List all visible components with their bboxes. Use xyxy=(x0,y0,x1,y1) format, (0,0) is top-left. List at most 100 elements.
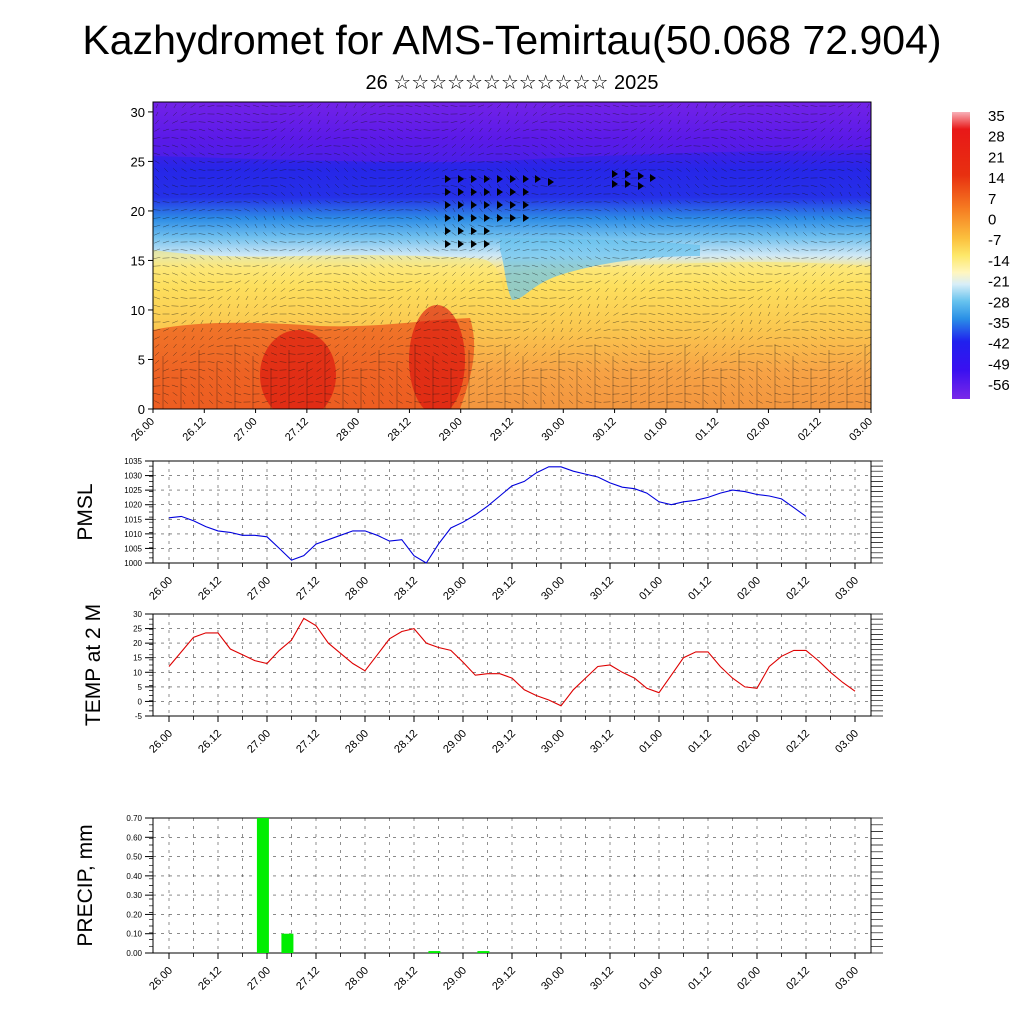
wind-barb xyxy=(523,201,529,209)
y-tick-label: 30 xyxy=(133,610,142,619)
wind-barb xyxy=(471,227,477,235)
panel-precip-mm: 0.00 0.10 0.20 0.30 0.40 0.50 0.60 0.70 26.00 26.… xyxy=(74,814,883,993)
precip-bar xyxy=(256,818,269,953)
wind-barb xyxy=(445,201,451,209)
x-tick-label: 28.12 xyxy=(392,965,420,993)
top-cold-layer xyxy=(153,102,871,163)
grid-lines xyxy=(153,460,871,564)
precip-bar xyxy=(428,951,441,953)
precip-bar xyxy=(477,951,490,953)
cs-x-tick-label: 01.00 xyxy=(642,416,670,444)
wind-barb xyxy=(497,175,503,183)
cross-section-panel: 0 5 10 15 20 25 30 26.00 26.12 27.00 27.12 28.00 28… xyxy=(129,101,875,444)
cross-section-x-axis: 26.00 26.12 27.00 27.12 28.00 28.12 29.00 29.12… xyxy=(129,409,875,444)
x-tick-label: 02.12 xyxy=(784,575,812,603)
cs-y-tick-label: 10 xyxy=(131,303,145,318)
x-tick-label: 29.12 xyxy=(490,575,518,603)
y-tick-label: 15 xyxy=(133,654,142,663)
x-tick-label: 03.00 xyxy=(833,965,861,993)
cs-x-tick-label: 28.00 xyxy=(334,416,362,444)
y-tick-label: 1015 xyxy=(124,515,142,524)
x-tick-label: 30.12 xyxy=(588,575,616,603)
y-axis-label: PMSL xyxy=(74,483,97,540)
wind-barb xyxy=(523,188,529,196)
wind-barb xyxy=(523,175,529,183)
wind-barb xyxy=(510,175,516,183)
y-tick-label: 0.50 xyxy=(126,853,142,862)
x-tick-label: 28.12 xyxy=(392,575,420,603)
cs-x-tick-label: 27.00 xyxy=(232,416,260,444)
colorbar-label: -28 xyxy=(988,294,1010,311)
cs-y-tick-label: 25 xyxy=(131,154,145,169)
wind-barb xyxy=(471,175,477,183)
x-tick-label: 26.12 xyxy=(196,965,224,993)
colorbar-label: 21 xyxy=(988,149,1005,166)
wind-barb xyxy=(445,227,451,235)
colorbar-label: -7 xyxy=(988,232,1001,249)
colorbar-label: -21 xyxy=(988,274,1010,291)
y-tick-label: 0.10 xyxy=(126,930,142,939)
x-tick-label: 02.12 xyxy=(784,728,812,756)
wind-barb xyxy=(510,188,516,196)
cs-x-tick-label: 29.00 xyxy=(437,416,465,444)
colorbar-label: -14 xyxy=(988,253,1010,270)
wind-barb xyxy=(471,240,477,248)
wind-barb xyxy=(445,175,451,183)
y-tick-label: 0.40 xyxy=(126,872,142,881)
cs-x-tick-label: 26.00 xyxy=(129,416,157,444)
cs-x-tick-label: 03.00 xyxy=(847,416,875,444)
wind-barb xyxy=(497,214,503,222)
colorbar-label: 0 xyxy=(988,212,996,229)
wind-barb xyxy=(484,214,490,222)
minor-ticks xyxy=(149,817,883,954)
wind-barb xyxy=(471,214,477,222)
wind-barb xyxy=(625,180,631,188)
x-tick-label: 29.00 xyxy=(441,965,469,993)
wind-vectors xyxy=(153,103,871,409)
y-tick-label: 1035 xyxy=(124,457,142,466)
wind-barb xyxy=(638,172,644,180)
x-tick-label: 29.12 xyxy=(490,728,518,756)
x-tick-label: 30.00 xyxy=(539,728,567,756)
y-tick-label: 1010 xyxy=(124,530,142,539)
x-tick-label: 01.00 xyxy=(637,575,665,603)
x-tick-label: 26.00 xyxy=(147,575,175,603)
wind-barb xyxy=(484,201,490,209)
x-tick-label: 26.12 xyxy=(196,575,224,603)
y-tick-label: 1020 xyxy=(124,501,142,510)
wind-barb xyxy=(458,214,464,222)
colorbar-label: 35 xyxy=(988,108,1005,125)
grid-lines xyxy=(153,613,871,717)
cross-section-y-axis: 0 5 10 15 20 25 30 xyxy=(131,105,153,417)
x-tick-label: 03.00 xyxy=(833,728,861,756)
x-tick-label: 01.00 xyxy=(637,728,665,756)
wind-barb xyxy=(612,180,618,188)
wind-barb xyxy=(458,240,464,248)
colorbar-label: -49 xyxy=(988,356,1010,373)
y-tick-label: 0 xyxy=(138,697,143,706)
cool-intrusion xyxy=(500,238,700,300)
y-tick-label: 1030 xyxy=(124,472,142,481)
colorbar: 35 28 21 14 7 0 -7 -14 -21 -28 -35 -42 -49 -56 xyxy=(952,108,1010,399)
cs-y-tick-label: 15 xyxy=(131,253,145,268)
cs-x-tick-label: 29.12 xyxy=(488,416,516,444)
wind-vector-lines xyxy=(153,103,871,409)
x-tick-label: 26.12 xyxy=(196,728,224,756)
cs-x-tick-label: 02.12 xyxy=(796,416,824,444)
y-tick-label: -5 xyxy=(135,712,143,721)
cs-y-tick-label: 30 xyxy=(131,105,145,120)
cs-y-tick-label: 20 xyxy=(131,204,145,219)
cs-x-tick-label: 27.12 xyxy=(283,416,311,444)
chart-subtitle: 26 ☆☆☆☆☆☆☆☆☆☆☆☆ 2025 xyxy=(365,72,659,94)
colorbar-gradient xyxy=(952,112,970,399)
x-tick-label: 01.00 xyxy=(637,965,665,993)
x-tick-label: 29.00 xyxy=(441,575,469,603)
x-tick-label: 27.00 xyxy=(245,965,273,993)
wind-barbs xyxy=(445,170,656,248)
wind-barb xyxy=(471,201,477,209)
colorbar-label: 14 xyxy=(988,170,1005,187)
x-tick-label: 30.12 xyxy=(588,728,616,756)
wind-barb xyxy=(650,174,656,182)
x-tick-label: 02.00 xyxy=(735,728,763,756)
